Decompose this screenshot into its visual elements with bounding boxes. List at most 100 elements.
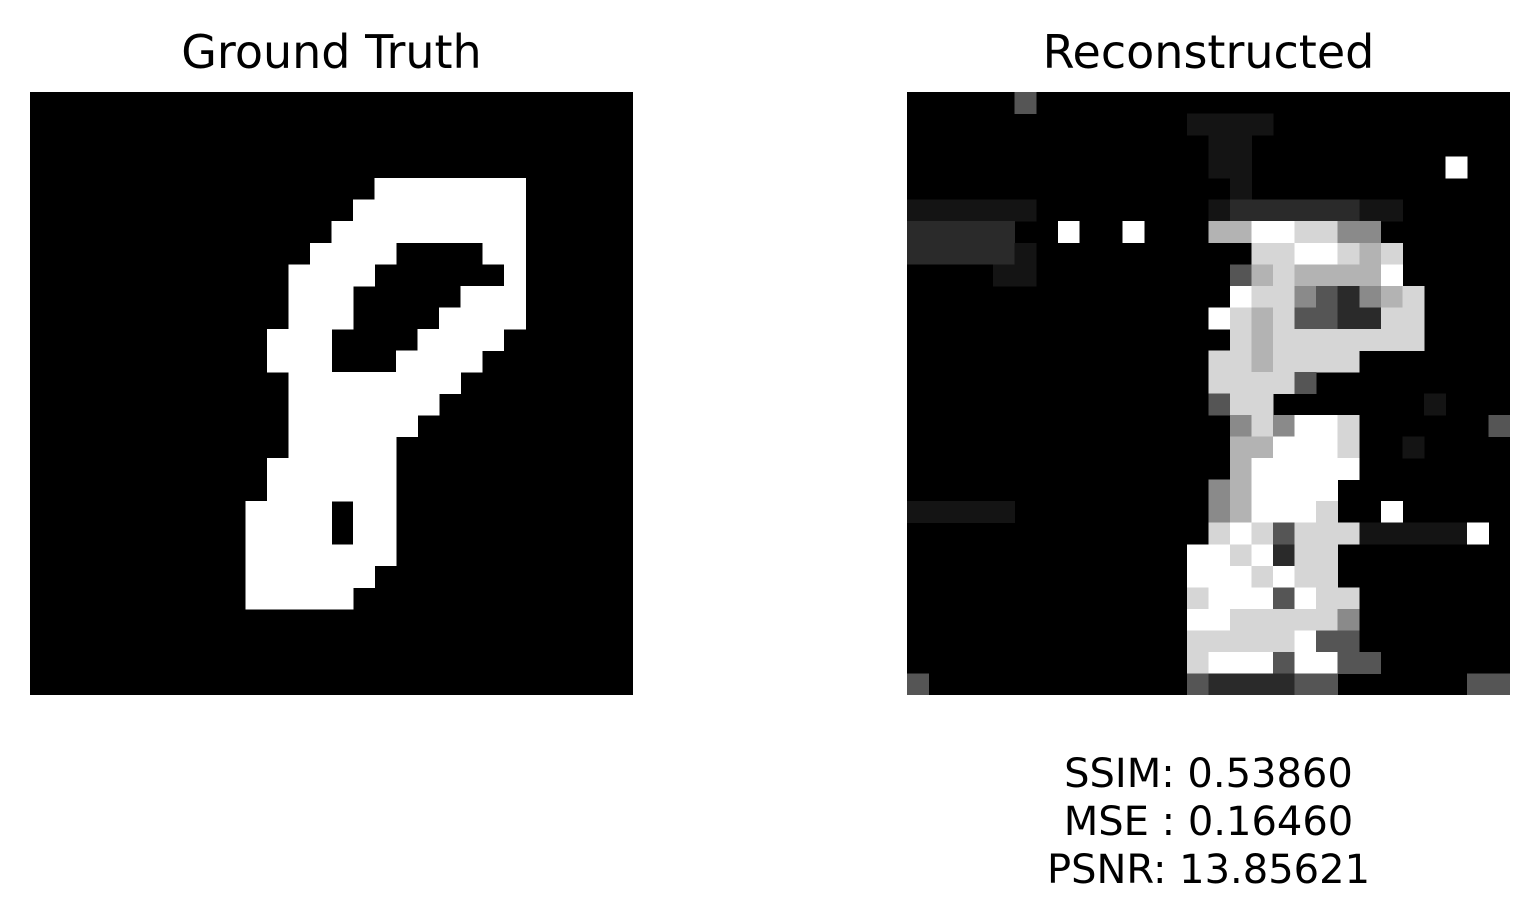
ground-truth-pixel-grid bbox=[30, 92, 633, 695]
reconstructed-pixel bbox=[1337, 264, 1360, 287]
ground-truth-pixel bbox=[309, 436, 332, 459]
reconstructed-pixel bbox=[1488, 415, 1510, 438]
reconstructed-pixel bbox=[1186, 565, 1209, 588]
reconstructed-pixel bbox=[1294, 415, 1317, 438]
reconstructed-pixel bbox=[1230, 544, 1253, 567]
reconstructed-pixel bbox=[1230, 221, 1253, 244]
reconstructed-pixel bbox=[1208, 651, 1231, 674]
reconstructed-pixel bbox=[1316, 221, 1339, 244]
ssim-metric: SSIM: 0.53860 bbox=[1064, 751, 1353, 797]
ground-truth-pixel bbox=[288, 522, 311, 545]
reconstructed-pixel bbox=[1402, 436, 1425, 459]
reconstructed-pixel bbox=[993, 242, 1016, 265]
reconstructed-pixel bbox=[1273, 673, 1296, 695]
reconstructed-pixel-grid bbox=[907, 92, 1510, 695]
reconstructed-pixel bbox=[1230, 135, 1253, 158]
ground-truth-pixel bbox=[482, 307, 505, 330]
ground-truth-pixel bbox=[503, 199, 526, 222]
reconstructed-pixel bbox=[1230, 608, 1253, 631]
reconstructed-pixel bbox=[1186, 544, 1209, 567]
reconstructed-pixel bbox=[1251, 501, 1274, 524]
reconstructed-pixel bbox=[1230, 630, 1253, 653]
reconstructed-pixel bbox=[1294, 479, 1317, 502]
reconstructed-pixel bbox=[1337, 199, 1360, 222]
ground-truth-pixel bbox=[353, 436, 376, 459]
reconstructed-pixel bbox=[1337, 328, 1360, 351]
ground-truth-pixel bbox=[374, 501, 397, 524]
reconstructed-pixel bbox=[1294, 307, 1317, 330]
reconstructed-pixel bbox=[1294, 587, 1317, 610]
reconstructed-pixel bbox=[1251, 242, 1274, 265]
ground-truth-pixel bbox=[309, 458, 332, 481]
reconstructed-pixel bbox=[1294, 501, 1317, 524]
ground-truth-pixel bbox=[353, 242, 376, 265]
reconstructed-pixel bbox=[1466, 673, 1489, 695]
reconstructed-pixel bbox=[1273, 458, 1296, 481]
ground-truth-pixel bbox=[309, 307, 332, 330]
reconstructed-pixel bbox=[1230, 436, 1253, 459]
reconstructed-pixel bbox=[1380, 328, 1403, 351]
ground-truth-pixel bbox=[353, 501, 376, 524]
ground-truth-pixel bbox=[288, 393, 311, 416]
reconstructed-pixel bbox=[1273, 479, 1296, 502]
reconstructed-pixel bbox=[1316, 587, 1339, 610]
reconstructed-pixel bbox=[1273, 587, 1296, 610]
reconstructed-pixel bbox=[1208, 608, 1231, 631]
reconstructed-pixel bbox=[1230, 156, 1253, 179]
ground-truth-pixel bbox=[503, 307, 526, 330]
reconstructed-pixel bbox=[1359, 328, 1382, 351]
ground-truth-pixel bbox=[374, 522, 397, 545]
ground-truth-pixel bbox=[503, 178, 526, 201]
reconstructed-pixel bbox=[1230, 328, 1253, 351]
ground-truth-pixel bbox=[331, 415, 354, 438]
reconstructed-pixel bbox=[1230, 307, 1253, 330]
ground-truth-pixel bbox=[331, 544, 354, 567]
reconstructed-pixel bbox=[1208, 479, 1231, 502]
reconstructed-pixel bbox=[1402, 307, 1425, 330]
ground-truth-pixel bbox=[353, 393, 376, 416]
ground-truth-pixel bbox=[482, 221, 505, 244]
ground-truth-pixel bbox=[374, 544, 397, 567]
reconstructed-pixel bbox=[1230, 199, 1253, 222]
reconstructed-pixel bbox=[1186, 673, 1209, 695]
reconstructed-pixel bbox=[1208, 199, 1231, 222]
ground-truth-pixel bbox=[309, 479, 332, 502]
reconstructed-pixel bbox=[1294, 522, 1317, 545]
reconstructed-pixel bbox=[1337, 350, 1360, 373]
reconstructed-pixel bbox=[1359, 651, 1382, 674]
ground-truth-pixel bbox=[374, 221, 397, 244]
reconstructed-pixel bbox=[1230, 673, 1253, 695]
reconstructed-pixel bbox=[1423, 393, 1446, 416]
reconstructed-pixel bbox=[1251, 307, 1274, 330]
ground-truth-pixel bbox=[374, 199, 397, 222]
reconstructed-pixel bbox=[1230, 501, 1253, 524]
ground-truth-pixel bbox=[288, 458, 311, 481]
reconstructed-pixel bbox=[1423, 522, 1446, 545]
ground-truth-pixel bbox=[482, 178, 505, 201]
reconstructed-pixel bbox=[1273, 285, 1296, 308]
ground-truth-pixel bbox=[396, 221, 419, 244]
reconstructed-pixel bbox=[1402, 285, 1425, 308]
ground-truth-pixel bbox=[396, 178, 419, 201]
ground-truth-pixel bbox=[309, 587, 332, 610]
ground-truth-pixel bbox=[288, 285, 311, 308]
reconstructed-pixel bbox=[1014, 199, 1037, 222]
ground-truth-pixel bbox=[482, 242, 505, 265]
ground-truth-image bbox=[30, 92, 633, 695]
reconstructed-pixel bbox=[1316, 544, 1339, 567]
reconstructed-pixel bbox=[1337, 522, 1360, 545]
reconstructed-pixel bbox=[1294, 328, 1317, 351]
reconstructed-pixel bbox=[1251, 415, 1274, 438]
reconstructed-pixel bbox=[1208, 393, 1231, 416]
reconstructed-pixel bbox=[1337, 630, 1360, 653]
reconstructed-pixel bbox=[1294, 565, 1317, 588]
ground-truth-pixel bbox=[309, 285, 332, 308]
reconstructed-pixel bbox=[1230, 479, 1253, 502]
ground-truth-pixel bbox=[266, 458, 289, 481]
ground-truth-pixel bbox=[460, 285, 483, 308]
reconstructed-pixel bbox=[950, 242, 973, 265]
reconstructed-pixel bbox=[1251, 630, 1274, 653]
reconstructed-pixel bbox=[907, 501, 929, 524]
reconstructed-pixel bbox=[1186, 113, 1209, 136]
reconstructed-pixel bbox=[1316, 328, 1339, 351]
